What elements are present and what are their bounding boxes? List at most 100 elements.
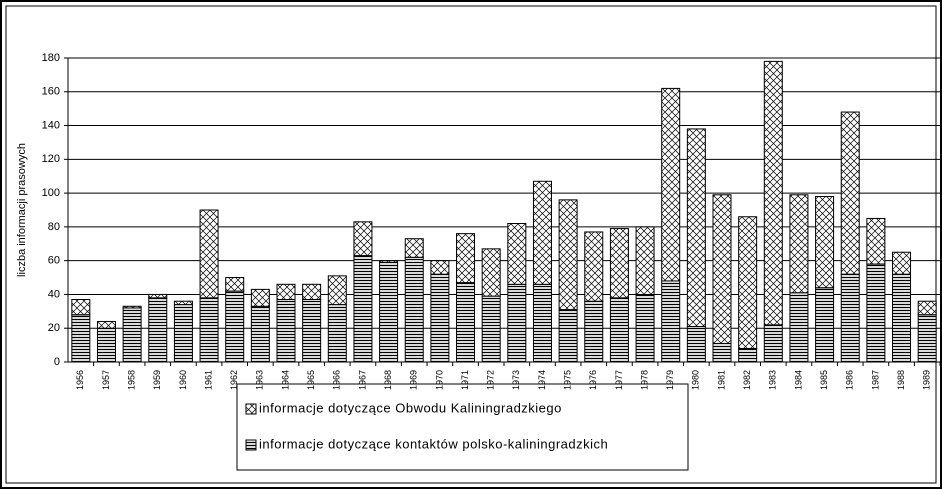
bar-segment xyxy=(661,87,681,282)
bar-segment xyxy=(173,300,193,306)
bar-segment xyxy=(250,288,270,307)
x-tick-label: 1983 xyxy=(768,370,778,390)
x-tick-label: 1965 xyxy=(306,370,316,390)
bar-segment xyxy=(712,342,732,363)
x-tick-label: 1984 xyxy=(793,370,803,390)
bar-segment xyxy=(532,180,552,285)
y-axis-label: liczba informacji prasowych xyxy=(16,143,28,277)
bar-segment xyxy=(609,297,629,363)
inner-frame xyxy=(5,5,937,484)
y-tick-label: 0 xyxy=(54,356,60,368)
x-tick-label: 1977 xyxy=(614,370,624,390)
y-tick-label: 180 xyxy=(42,52,60,64)
bar-segment xyxy=(584,231,604,302)
x-tick-label: 1971 xyxy=(460,370,470,390)
bar-segment xyxy=(148,297,168,363)
bar-segment xyxy=(404,256,424,363)
bar-segment xyxy=(404,238,424,258)
bar-segment xyxy=(250,305,270,363)
legend-label: informacje dotyczące kontaktów polsko-ka… xyxy=(259,436,608,451)
y-tick-label: 20 xyxy=(48,322,60,334)
bar-segment xyxy=(686,128,706,328)
x-tick-label: 1985 xyxy=(819,370,829,390)
x-tick-label: 1966 xyxy=(332,370,342,390)
x-tick-label: 1970 xyxy=(434,370,444,390)
bar-segment xyxy=(892,251,912,275)
y-tick-label: 60 xyxy=(48,255,60,267)
legend-label: informacje dotyczące Obwodu Kaliningradz… xyxy=(259,400,562,415)
x-tick-label: 1982 xyxy=(742,370,752,390)
x-tick-label: 1974 xyxy=(537,370,547,390)
bar-segment xyxy=(815,195,835,289)
y-tick-label: 120 xyxy=(42,153,60,165)
x-tick-label: 1975 xyxy=(562,370,572,390)
bar-segment xyxy=(789,194,809,294)
bar-segment xyxy=(327,275,347,306)
bar-segment xyxy=(122,305,142,309)
bar-segment xyxy=(840,273,860,363)
bar-segment xyxy=(609,228,629,299)
legend-swatch xyxy=(245,439,257,451)
y-tick-label: 40 xyxy=(48,288,60,300)
bar-segment xyxy=(763,324,783,363)
bar-segment xyxy=(456,282,476,363)
x-tick-label: 1980 xyxy=(691,370,701,390)
x-tick-label: 1981 xyxy=(716,370,726,390)
bar-segment xyxy=(892,273,912,363)
x-tick-label: 1958 xyxy=(126,370,136,390)
bar-segment xyxy=(789,292,809,363)
x-tick-label: 1957 xyxy=(101,370,111,390)
x-tick-label: 1961 xyxy=(203,370,213,390)
x-tick-label: 1986 xyxy=(845,370,855,390)
bar-segment xyxy=(866,217,886,265)
bar-segment xyxy=(148,293,168,299)
bar-segment xyxy=(840,111,860,275)
bar-segment xyxy=(558,199,578,311)
bar-segment xyxy=(199,209,219,299)
legend-swatch xyxy=(245,403,257,415)
bar-segment xyxy=(507,283,527,363)
bar-segment xyxy=(327,304,347,363)
bar-segment xyxy=(71,299,91,316)
x-tick-label: 1987 xyxy=(870,370,880,390)
y-tick-label: 80 xyxy=(48,221,60,233)
bar-segment xyxy=(866,263,886,363)
bar-segment xyxy=(430,260,450,275)
bar-segment xyxy=(96,320,116,329)
bar-segment xyxy=(584,300,604,363)
bar-segment xyxy=(635,226,655,295)
x-tick-label: 1973 xyxy=(511,370,521,390)
bar-segment xyxy=(353,255,373,363)
bar-segment xyxy=(532,283,552,363)
x-tick-label: 1988 xyxy=(896,370,906,390)
bar-segment xyxy=(712,194,732,344)
bar-segment xyxy=(276,283,296,301)
bar-segment xyxy=(558,309,578,363)
bar-segment xyxy=(302,299,322,363)
x-tick-label: 1968 xyxy=(383,370,393,390)
bar-segment xyxy=(379,261,399,363)
bar-segment xyxy=(173,304,193,363)
bar-segment xyxy=(481,295,501,363)
bar-segment xyxy=(199,297,219,363)
x-tick-label: 1969 xyxy=(409,370,419,390)
bar-segment xyxy=(379,260,399,263)
bar-segment xyxy=(917,300,937,316)
y-tick-label: 100 xyxy=(42,187,60,199)
bar-segment xyxy=(635,293,655,363)
x-tick-label: 1979 xyxy=(665,370,675,390)
bar-segment xyxy=(122,307,142,363)
x-tick-label: 1963 xyxy=(255,370,265,390)
bar-segment xyxy=(686,326,706,363)
bar-segment xyxy=(225,277,245,292)
x-tick-label: 1956 xyxy=(75,370,85,390)
x-tick-label: 1989 xyxy=(922,370,932,390)
bar-segment xyxy=(353,221,373,257)
y-tick-label: 160 xyxy=(42,86,60,98)
y-tick-label: 140 xyxy=(42,119,60,131)
x-tick-label: 1972 xyxy=(486,370,496,390)
bar-segment xyxy=(815,287,835,363)
x-tick-label: 1976 xyxy=(588,370,598,390)
